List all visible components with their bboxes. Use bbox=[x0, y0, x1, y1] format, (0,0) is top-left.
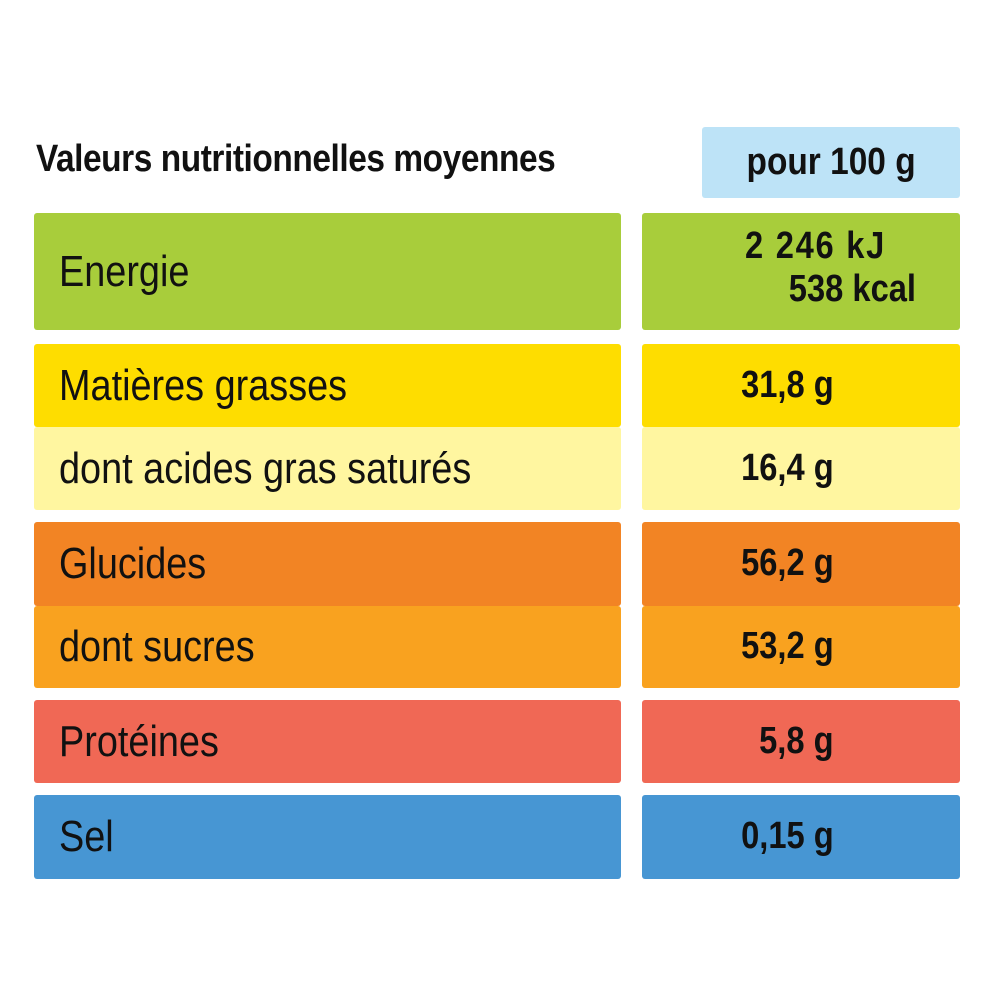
row-sel-value: 0,15 g bbox=[741, 815, 834, 858]
row-acides-gras-satures-value: 16,4 g bbox=[741, 446, 834, 489]
row-proteines-label-cell: Protéines bbox=[34, 700, 621, 783]
row-sucres-label-cell: dont sucres bbox=[34, 606, 621, 688]
row-sel-label-cell: Sel bbox=[34, 795, 621, 879]
row-proteines-label: Protéines bbox=[59, 716, 219, 766]
row-proteines-value-cell: 5,8 g bbox=[642, 700, 960, 783]
row-sucres-label: dont sucres bbox=[59, 622, 255, 671]
row-energie-label-cell: Energie bbox=[34, 213, 621, 330]
row-acides-gras-satures-label-cell: dont acides gras saturés bbox=[34, 427, 621, 510]
row-matieres-grasses-label-cell: Matières grasses bbox=[34, 344, 621, 427]
row-matieres-grasses-label: Matières grasses bbox=[59, 360, 348, 410]
row-sel-label: Sel bbox=[59, 812, 114, 861]
unit-header-label: pour 100 g bbox=[746, 141, 916, 183]
row-acides-gras-satures-label: dont acides gras saturés bbox=[59, 443, 472, 493]
row-glucides-value-cell: 56,2 g bbox=[642, 522, 960, 606]
row-acides-gras-satures-value-cell: 16,4 g bbox=[642, 427, 960, 510]
row-glucides-value: 56,2 g bbox=[741, 542, 834, 585]
table-title: Valeurs nutritionnelles moyennes bbox=[36, 138, 556, 180]
row-sel-value-cell: 0,15 g bbox=[642, 795, 960, 879]
row-glucides-label: Glucides bbox=[59, 539, 207, 588]
row-sucres-value-cell: 53,2 g bbox=[642, 606, 960, 688]
row-energie-value-kj: 2 246 kJ bbox=[745, 225, 886, 267]
row-matieres-grasses-value-cell: 31,8 g bbox=[642, 344, 960, 427]
row-energie-label: Energie bbox=[59, 246, 190, 296]
row-glucides-label-cell: Glucides bbox=[34, 522, 621, 606]
row-matieres-grasses-value: 31,8 g bbox=[741, 363, 834, 406]
row-proteines-value: 5,8 g bbox=[759, 719, 834, 762]
unit-header: pour 100 g bbox=[702, 127, 960, 198]
row-energie-value-cell: 2 246 kJ 538 kcal bbox=[642, 213, 960, 330]
row-sucres-value: 53,2 g bbox=[741, 625, 834, 668]
row-energie-value-kcal: 538 kcal bbox=[788, 267, 916, 310]
